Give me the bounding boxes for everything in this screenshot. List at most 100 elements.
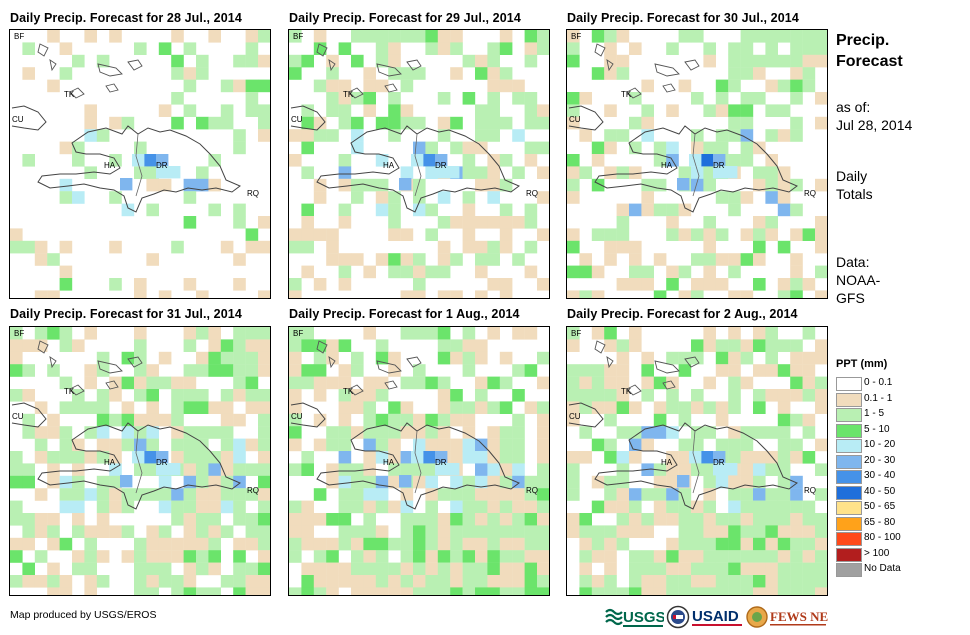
precip-cell: [537, 278, 549, 291]
precip-cell: [289, 327, 302, 340]
precip-cell: [450, 451, 463, 464]
sidebar-title-line1: Precip.: [836, 32, 890, 49]
legend-label: > 100: [864, 547, 890, 559]
precip-cell: [84, 451, 97, 464]
precip-cell: [10, 327, 23, 340]
precip-cell: [604, 42, 617, 55]
precip-cell: [375, 116, 389, 130]
precip-cell: [326, 240, 339, 254]
precip-cell: [802, 30, 816, 43]
precip-cell: [487, 463, 500, 476]
precip-cell: [258, 438, 270, 452]
precip-cell: [641, 575, 654, 588]
precip-cell: [740, 550, 754, 563]
island-coastline: [406, 59, 422, 71]
precip-cell: [96, 389, 110, 402]
precip-cell: [475, 562, 488, 576]
precip-cell: [703, 376, 716, 390]
precip-cell: [629, 42, 642, 55]
precip-cell-heavy: [132, 154, 145, 167]
precip-cell: [703, 216, 716, 229]
precip-cell: [326, 228, 339, 241]
precip-cell: [245, 351, 259, 365]
precip-cell: [777, 525, 791, 538]
precip-cell: [10, 537, 23, 551]
map-label-ha: HA: [661, 161, 673, 170]
precip-cell: [524, 54, 538, 68]
legend-swatch: [836, 392, 862, 407]
data-line3: GFS: [836, 290, 865, 306]
precip-cell: [59, 265, 73, 279]
precip-cell: [22, 562, 35, 576]
precip-cell: [616, 525, 630, 538]
precip-cell: [537, 413, 549, 427]
precip-cell: [413, 178, 426, 192]
precip-cell: [158, 525, 172, 538]
precip-cell: [289, 550, 302, 563]
precip-cell: [512, 92, 525, 105]
precip-cell: [450, 42, 463, 55]
precip-cell: [59, 327, 73, 340]
precip-cell: [537, 191, 549, 204]
precip-cell: [351, 54, 364, 68]
precip-cell: [715, 253, 729, 266]
map-label-rq: RQ: [804, 486, 816, 495]
precip-cell: [134, 166, 147, 179]
precip-cell: [375, 537, 389, 551]
map-label-rq: RQ: [526, 189, 538, 198]
precip-cell: [616, 364, 630, 377]
precip-cell: [691, 278, 704, 291]
precip-cell: [790, 42, 803, 55]
precip-cell: [487, 475, 500, 489]
precip-cell: [703, 426, 716, 439]
precip-cell: [604, 389, 617, 402]
precip-cell: [567, 54, 580, 68]
precip-cell: [208, 426, 221, 439]
precip-cell: [777, 278, 791, 291]
precip-cell: [196, 401, 209, 414]
precip-cell: [740, 351, 754, 365]
precip-cell: [591, 67, 605, 80]
precip-cell: [388, 67, 401, 80]
precip-cell: [499, 500, 513, 514]
precip-cell: [158, 537, 172, 551]
precip-cell: [475, 500, 488, 514]
precip-cell: [146, 426, 159, 439]
precip-cell: [765, 339, 778, 352]
precip-cell: [666, 500, 679, 514]
precip-cell: [326, 463, 339, 476]
precip-cell: [375, 42, 389, 55]
precip-cell: [10, 513, 23, 526]
island-coastline: [97, 360, 123, 374]
precip-cell: [703, 339, 716, 352]
precip-cell: [678, 575, 692, 588]
precip-cell: [245, 575, 259, 588]
map-label-bf: BF: [571, 32, 581, 41]
precip-cell: [475, 550, 488, 563]
precip-cell: [258, 351, 270, 365]
precip-cell: [425, 575, 438, 588]
precip-cell: [765, 30, 778, 43]
precip-cell: [666, 203, 679, 217]
precip-cell-heavy: [701, 451, 714, 464]
precip-cell: [678, 513, 692, 526]
precip-cell: [121, 351, 135, 365]
precip-cell: [313, 488, 327, 501]
precip-cell: [678, 290, 692, 298]
asof-label: as of:: [836, 99, 871, 115]
precip-cell: [567, 488, 580, 501]
precip-cell: [208, 327, 221, 340]
precip-cell: [338, 426, 352, 439]
precip-cell: [183, 67, 197, 80]
precip-cell: [258, 488, 270, 501]
precip-cell: [524, 500, 538, 514]
precip-cell-heavy: [713, 166, 726, 179]
precip-cell: [413, 253, 426, 266]
precip-cell: [487, 550, 500, 563]
precip-cell: [146, 376, 159, 390]
precip-cell: [196, 525, 209, 538]
precip-cell: [591, 30, 605, 43]
precip-cell: [171, 92, 184, 105]
precip-cell: [289, 339, 302, 352]
precip-cell: [691, 537, 704, 551]
